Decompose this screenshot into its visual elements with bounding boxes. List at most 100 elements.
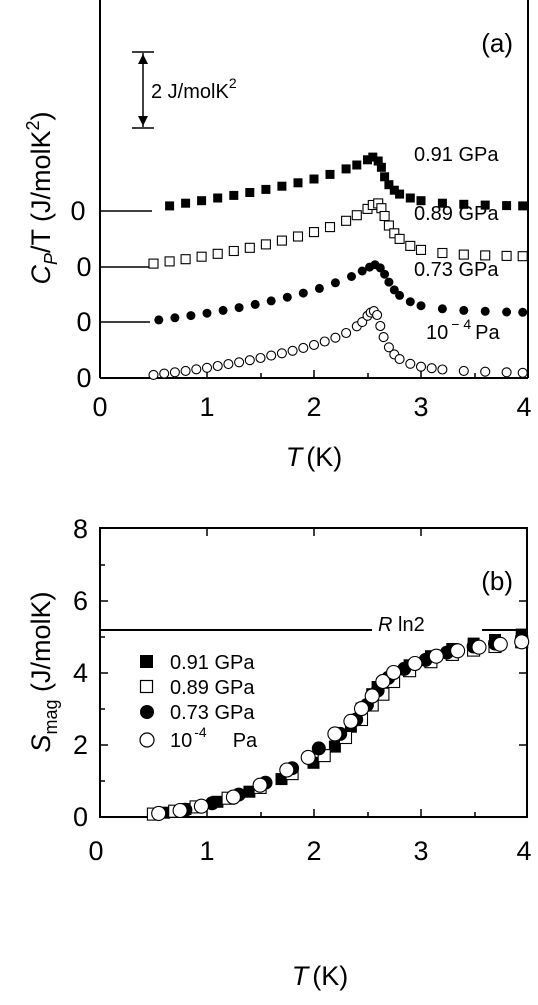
panel-a-ylabel-close: ) bbox=[26, 111, 56, 120]
panel-a-series-4-point bbox=[405, 358, 416, 369]
panel-a-xtick-label-2: 2 bbox=[306, 392, 321, 422]
panel-a-series-3-point bbox=[459, 305, 469, 315]
legend-marker-open-square bbox=[139, 679, 154, 694]
panel-a-series-2-point bbox=[405, 240, 416, 251]
panel-a-series-1-point bbox=[213, 193, 223, 203]
panel-a-ylabel-cp: C bbox=[26, 265, 56, 285]
panel-a-series-2-point bbox=[292, 231, 304, 242]
panel-a-series-4-point bbox=[298, 342, 309, 353]
rln2-label-bg bbox=[372, 612, 482, 634]
legend-label-4-tail: Pa bbox=[233, 730, 258, 752]
panel-a-series-3-point bbox=[266, 296, 276, 306]
panel-a-series-4-point bbox=[394, 354, 405, 365]
panel-b-series-4-point bbox=[407, 655, 423, 672]
panel-b-xtick-label-1: 1 bbox=[199, 836, 214, 866]
panel-b-ytick-label-2: 4 bbox=[73, 658, 88, 688]
panel-a-series-1-point bbox=[197, 196, 207, 206]
panel-b-ytick-label-1: 2 bbox=[73, 730, 88, 760]
panel-a-series-3-point bbox=[405, 297, 415, 307]
panel-b-series-4-point bbox=[300, 749, 316, 765]
panel-a-series-1-point bbox=[416, 196, 426, 206]
panel-b-series-4-point bbox=[172, 802, 188, 819]
legend-marker-filled-square bbox=[140, 655, 153, 668]
panel-a-zero-label-2: 0 bbox=[76, 252, 91, 282]
panel-a-series-3-point bbox=[357, 266, 367, 276]
panel-a-series-2-point bbox=[383, 220, 394, 231]
panel-a-zero-label-1: 0 bbox=[70, 196, 85, 226]
panel-a-series-1-point bbox=[341, 164, 351, 174]
panel-a-series-4-point bbox=[517, 367, 528, 378]
panel-b-series-4-point bbox=[343, 713, 359, 729]
panel-a-series-2-point bbox=[501, 250, 512, 261]
panel-b-ylabel-sub: mag bbox=[41, 699, 61, 734]
panel-a-series-2-point bbox=[212, 248, 223, 259]
panel-a-ylabel: CP/T (J/molK2) bbox=[23, 111, 61, 284]
panel-a-ylabel-rest: /T (J/molK bbox=[26, 130, 56, 253]
panel-a-series-4-point bbox=[480, 366, 491, 377]
panel-a-series-1-point bbox=[480, 200, 490, 210]
panel-a-series-4-point bbox=[458, 365, 469, 376]
scale-bar-label: 2 J/molK2 bbox=[151, 75, 237, 103]
panel-a-series-3-point bbox=[437, 304, 447, 314]
panel-a-series-4-point bbox=[415, 361, 427, 372]
panel-a-series-2-point bbox=[308, 227, 320, 238]
panel-a-series-1-point bbox=[165, 201, 175, 211]
panel-b-series-4-point bbox=[193, 798, 209, 814]
panel-a-series-label-4-tail: Pa bbox=[475, 322, 500, 344]
panel-b-series-3-point bbox=[311, 741, 326, 756]
panel-b-series-4-point bbox=[428, 648, 444, 664]
panel-a-series-1-point bbox=[181, 198, 191, 208]
panel-a-series-4-point bbox=[191, 364, 202, 375]
panel-b-series-4-point bbox=[327, 726, 343, 742]
panel-b-ylabel-rest: (J/molK) bbox=[26, 591, 56, 699]
panel-b-legend: 0.91 GPa 0.89 GPa 0.73 GPa 10 -4 Pa bbox=[139, 652, 258, 752]
panel-a-series-4-point bbox=[319, 336, 330, 347]
panel-b-ytick-label-0: 0 bbox=[73, 802, 88, 832]
panel-a-series-2-point bbox=[351, 210, 362, 221]
panel-a-series-3-point bbox=[347, 272, 356, 281]
panel-a-label: (a) bbox=[481, 28, 513, 58]
panel-a-ylabel-sup: 2 bbox=[23, 120, 43, 130]
panel-b-series-4-point bbox=[450, 643, 466, 659]
panel-a-series-1-point bbox=[373, 156, 383, 166]
panel-b-frame bbox=[99, 527, 528, 818]
panel-b-series-4-point bbox=[471, 639, 487, 655]
rln2-label-ln2: ln2 bbox=[392, 614, 424, 636]
panel-a-ylabel-sub: P bbox=[41, 253, 61, 265]
panel-a-series-4-point bbox=[375, 320, 386, 332]
panel-a-series-3-point bbox=[375, 263, 385, 273]
panel-a-series-1-point bbox=[437, 198, 447, 208]
panel-b-xtick-label-0: 0 bbox=[88, 836, 103, 866]
legend-label-4-sup: -4 bbox=[194, 724, 207, 740]
panel-b: 0 2 4 6 8 0 1 2 3 4 T (K) Smag (J/molK) (… bbox=[26, 514, 532, 991]
panel-a-series-3-point bbox=[186, 311, 196, 321]
panel-a-series-3-point bbox=[395, 290, 405, 300]
panel-a-series-1-point bbox=[384, 180, 394, 190]
panel-a-xtick-label-0: 0 bbox=[92, 392, 107, 422]
panel-b-ylabel: Smag (J/molK) bbox=[26, 591, 61, 752]
panel-a-series-3-point bbox=[380, 269, 390, 279]
panel-b-series-4-point bbox=[386, 664, 402, 681]
legend-label-1: 0.91 GPa bbox=[170, 652, 255, 674]
panel-a-series-3-point bbox=[170, 313, 180, 323]
rln2-label-r: R bbox=[378, 614, 392, 636]
scale-bar-label-sup: 2 bbox=[229, 75, 237, 91]
panel-a-series-4-point bbox=[437, 364, 448, 375]
panel-a-xtick-label-1: 1 bbox=[199, 392, 214, 422]
panel-a-series-3-point bbox=[416, 301, 426, 311]
panel-a-xtick-label-3: 3 bbox=[413, 392, 428, 422]
panel-a-series-4-point bbox=[169, 367, 180, 378]
panel-a-series-1-point bbox=[368, 152, 378, 162]
legend-label-3: 0.73 GPa bbox=[170, 702, 255, 724]
panel-a-series-1-point bbox=[352, 160, 362, 170]
panel-b-ylabel-s: S bbox=[26, 735, 56, 753]
panel-a-series-3-point bbox=[250, 299, 260, 309]
panel-a-series-4-point bbox=[330, 332, 341, 343]
panel-a-series-2-point bbox=[480, 250, 491, 261]
panel-a-series-4-point bbox=[287, 345, 298, 356]
panel-b-series-1-point bbox=[243, 785, 256, 798]
panel-a-zero-label-4: 0 bbox=[76, 363, 91, 393]
panel-a-series-4-point bbox=[266, 350, 277, 361]
panel-a-series-2-point bbox=[148, 258, 159, 269]
panel-a-series-3-point bbox=[518, 307, 528, 317]
